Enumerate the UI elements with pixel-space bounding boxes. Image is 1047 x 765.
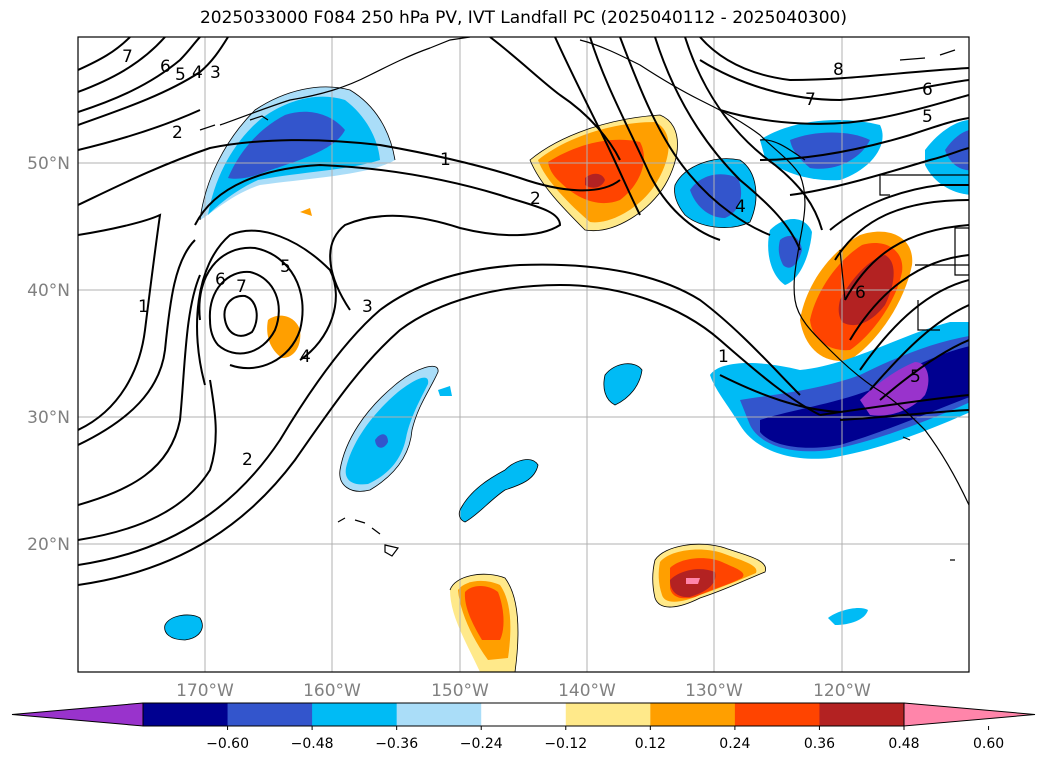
- lat-label-30n: 30°N: [27, 408, 70, 428]
- contour-label-5-east: 5: [910, 367, 921, 387]
- contour-label-4-east: 4: [735, 197, 746, 217]
- colorbar-cell: [312, 703, 398, 726]
- contour-label-3-mid: 3: [362, 297, 373, 317]
- contour-label-4-nw: 4: [192, 63, 203, 83]
- contour-label-7-low: 7: [236, 277, 247, 297]
- colorbar-tick-label: 0.36: [804, 736, 835, 752]
- negative-anomaly-bering: [200, 86, 395, 220]
- colorbar-cell: [481, 703, 567, 726]
- pv-contours: [78, 37, 969, 586]
- colorbar-cell: [396, 703, 482, 726]
- contour-label-1-north: 1: [440, 150, 451, 170]
- colorbar-cell: [143, 703, 229, 726]
- contour-label-5-ne: 5: [922, 107, 933, 127]
- positive-anomaly-california: [800, 231, 913, 361]
- colorbar-tick-label: −0.24: [460, 736, 503, 752]
- longitude-labels: 170°W 160°W 150°W 140°W 130°W 120°W: [176, 681, 871, 701]
- contour-label-7-ne: 7: [805, 90, 816, 110]
- colorbar-tick-label: 0.48: [888, 736, 919, 752]
- contour-labels: 7 6 5 4 3 2 1 6 7 5 4 3 2 1 2 4 1 6 5 8 …: [122, 47, 933, 470]
- contour-label-8-ne: 8: [833, 60, 844, 80]
- lon-label-160w: 160°W: [303, 681, 361, 701]
- colorbar-cell: [227, 703, 313, 726]
- lon-label-140w: 140°W: [558, 681, 616, 701]
- anomaly-outlines: [164, 86, 766, 672]
- colorbar-tick-label: 0.24: [719, 736, 750, 752]
- contour-label-2-nw: 2: [172, 123, 183, 143]
- contour-label-1-east: 1: [718, 347, 729, 367]
- positive-anomaly-gulf: [530, 115, 678, 231]
- colorbar-cell: [819, 703, 905, 726]
- lat-label-40n: 40°N: [27, 281, 70, 301]
- contour-label-6-east: 6: [855, 283, 866, 303]
- contour-label-6-nw: 6: [160, 57, 171, 77]
- colorbar-extend-low: [12, 703, 143, 726]
- colorbar-tick-label: 0.12: [635, 736, 666, 752]
- positive-anomaly-subtropical: [267, 208, 766, 672]
- colorbar-tick-label: −0.12: [544, 736, 587, 752]
- colorbar-cell: [734, 703, 820, 726]
- map-title: 2025033000 F084 250 hPa PV, IVT Landfall…: [199, 8, 847, 28]
- contour-label-5-nw: 5: [175, 65, 186, 85]
- lat-label-20n: 20°N: [27, 535, 70, 555]
- lat-label-50n: 50°N: [27, 154, 70, 174]
- contour-label-3-nw: 3: [210, 63, 221, 83]
- colorbar-cell: [650, 703, 736, 726]
- contour-label-4-low: 4: [300, 347, 311, 367]
- contour-label-2-south: 2: [242, 450, 253, 470]
- colorbar-extend-high: [904, 703, 1035, 726]
- lon-label-130w: 130°W: [685, 681, 743, 701]
- colorbar-tick-label: 0.60: [973, 736, 1004, 752]
- negative-anomaly-southwest: [710, 322, 969, 459]
- colorbar-tick-label: −0.48: [291, 736, 334, 752]
- contour-label-6-low: 6: [215, 270, 226, 290]
- contour-label-5-low: 5: [280, 257, 291, 277]
- colorbar: −0.60 −0.48 −0.36 −0.24 −0.12 0.12 0.24 0.36 0.4…: [11, 702, 1036, 752]
- negative-anomaly-central-pacific: [164, 363, 868, 640]
- coastlines: [199, 37, 969, 561]
- colorbar-tick-label: −0.36: [375, 736, 418, 752]
- lon-label-120w: 120°W: [813, 681, 871, 701]
- contour-label-1-west: 1: [138, 297, 149, 317]
- colorbar-tick-label: −0.60: [206, 736, 249, 752]
- lon-label-170w: 170°W: [176, 681, 234, 701]
- colorbar-cell: [565, 703, 651, 726]
- graticule: [78, 37, 969, 672]
- contour-label-7-nw: 7: [122, 47, 133, 67]
- latitude-labels: 50°N 40°N 30°N 20°N: [27, 154, 70, 555]
- contour-label-6-ne: 6: [922, 80, 933, 100]
- map-frame: [77, 36, 970, 673]
- contour-label-2-north: 2: [530, 189, 541, 209]
- lon-label-150w: 150°W: [431, 681, 489, 701]
